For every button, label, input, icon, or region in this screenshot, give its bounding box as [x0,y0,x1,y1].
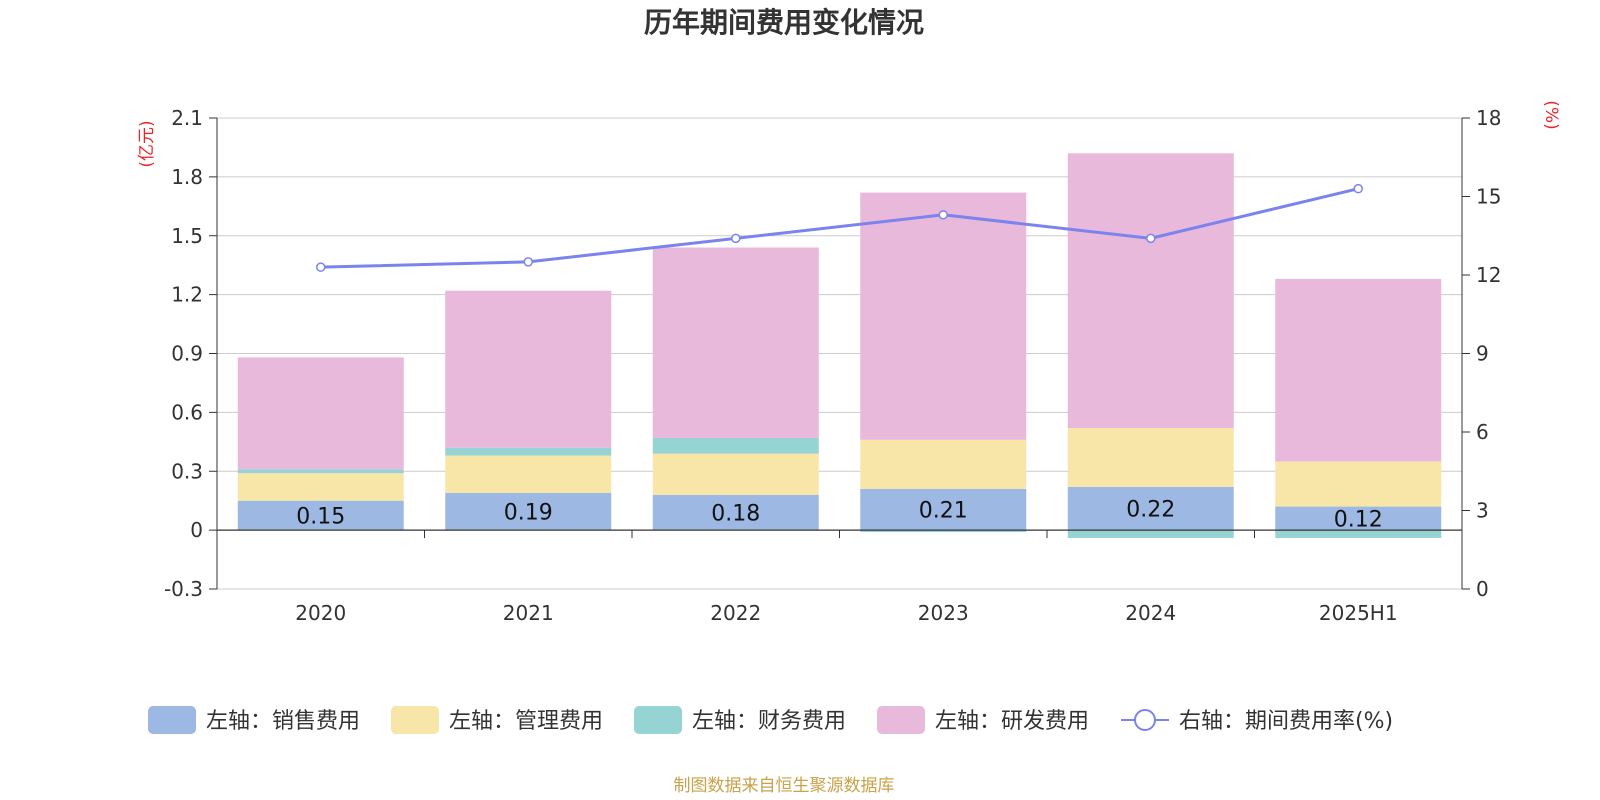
bars [237,153,1442,538]
left-tick-label: 1.5 [171,224,203,248]
left-tick-label: 1.8 [171,165,203,189]
data-label: 0.12 [1334,507,1383,532]
legend-swatch [634,706,682,734]
left-tick-label: 0.6 [171,400,203,424]
data-label: 0.15 [296,504,345,529]
right-tick-label: 12 [1476,263,1501,287]
gridlines [217,117,1462,590]
right-tick-label: 6 [1476,420,1489,444]
data-label: 0.22 [1126,498,1175,523]
bar-segment [1275,278,1442,462]
legend-label: 左轴：管理费用 [449,709,603,734]
data-label: 0.18 [711,501,760,526]
category-label: 2024 [1125,601,1176,625]
axes: -0.3 0 0.3 0.6 0.9 1.2 1.5 1.8 2.1 0 3 6 9 12 15 18 2020… [164,106,1501,625]
bar-segment [1275,506,1442,531]
rate-point [316,262,326,272]
rate-line-path [320,187,1359,269]
right-tick-label: 0 [1476,577,1489,601]
bar-segment [1275,530,1442,538]
bar-segment [445,455,612,493]
chart-title: 历年期间费用变化情况 [644,6,924,39]
bar-segment [1067,428,1234,487]
rate-line [316,183,1363,272]
legend-label: 左轴：研发费用 [935,709,1089,734]
left-tick-label: 2.1 [171,106,203,130]
legend: 左轴：销售费用 左轴：管理费用 左轴：财务费用 左轴：研发费用 右轴：期间费用率(%) [148,706,1393,734]
bar-segment [237,357,404,470]
legend-swatch [877,706,925,734]
left-tick-label: 0.3 [171,459,203,483]
bar-segment [1275,461,1442,507]
right-axis-unit-label: (%) [1541,100,1561,129]
right-tick-label: 3 [1476,499,1489,523]
legend-label: 左轴：财务费用 [692,709,846,734]
left-tick-label: 0.9 [171,342,203,366]
left-tick-label: -0.3 [164,577,203,601]
bar-segment [652,437,819,454]
bar-segment [445,492,612,531]
rate-point [938,210,948,220]
rate-point [523,257,533,267]
legend-swatch [391,706,439,734]
bar-segment [1067,486,1234,531]
data-label: 0.19 [504,500,553,525]
right-tick-label: 9 [1476,342,1489,366]
category-label: 2020 [295,601,346,625]
left-axis-unit-label: (亿元) [137,120,157,167]
bar-segment [1067,530,1234,538]
bar-segment [237,500,404,531]
bar-segment [445,447,612,456]
data-label: 0.21 [919,499,968,524]
rate-point [731,233,741,244]
bar-segment [860,488,1027,531]
category-label: 2022 [710,601,761,625]
bar-segment [652,247,819,438]
left-tick-label: 0 [190,518,203,542]
source-note: 制图数据来自恒生聚源数据库 [674,776,895,796]
right-tick-label: 18 [1476,106,1501,130]
data-labels: 0.15 0.19 0.18 0.21 0.22 0.12 [296,498,1382,533]
left-tick-label: 1.2 [171,283,203,307]
bar-segment [237,473,404,501]
bar-segment [237,469,404,474]
legend-label: 左轴：销售费用 [206,709,360,734]
legend-label: 右轴：期间费用率(%) [1179,709,1393,734]
category-label: 2023 [918,601,969,625]
bar-segment [652,453,819,495]
category-label: 2025H1 [1319,601,1398,625]
right-tick-label: 15 [1476,185,1501,209]
rate-point [1353,183,1363,194]
legend-swatch [148,706,196,734]
bar-segment [860,192,1027,440]
bar-segment [445,290,612,448]
bar-segment [860,439,1027,489]
bar-segment [652,494,819,531]
bar-segment [860,530,1027,533]
category-label: 2021 [503,601,554,625]
bar-segment [1067,153,1234,429]
rate-point [1146,233,1156,244]
legend-line-marker [1134,709,1156,731]
